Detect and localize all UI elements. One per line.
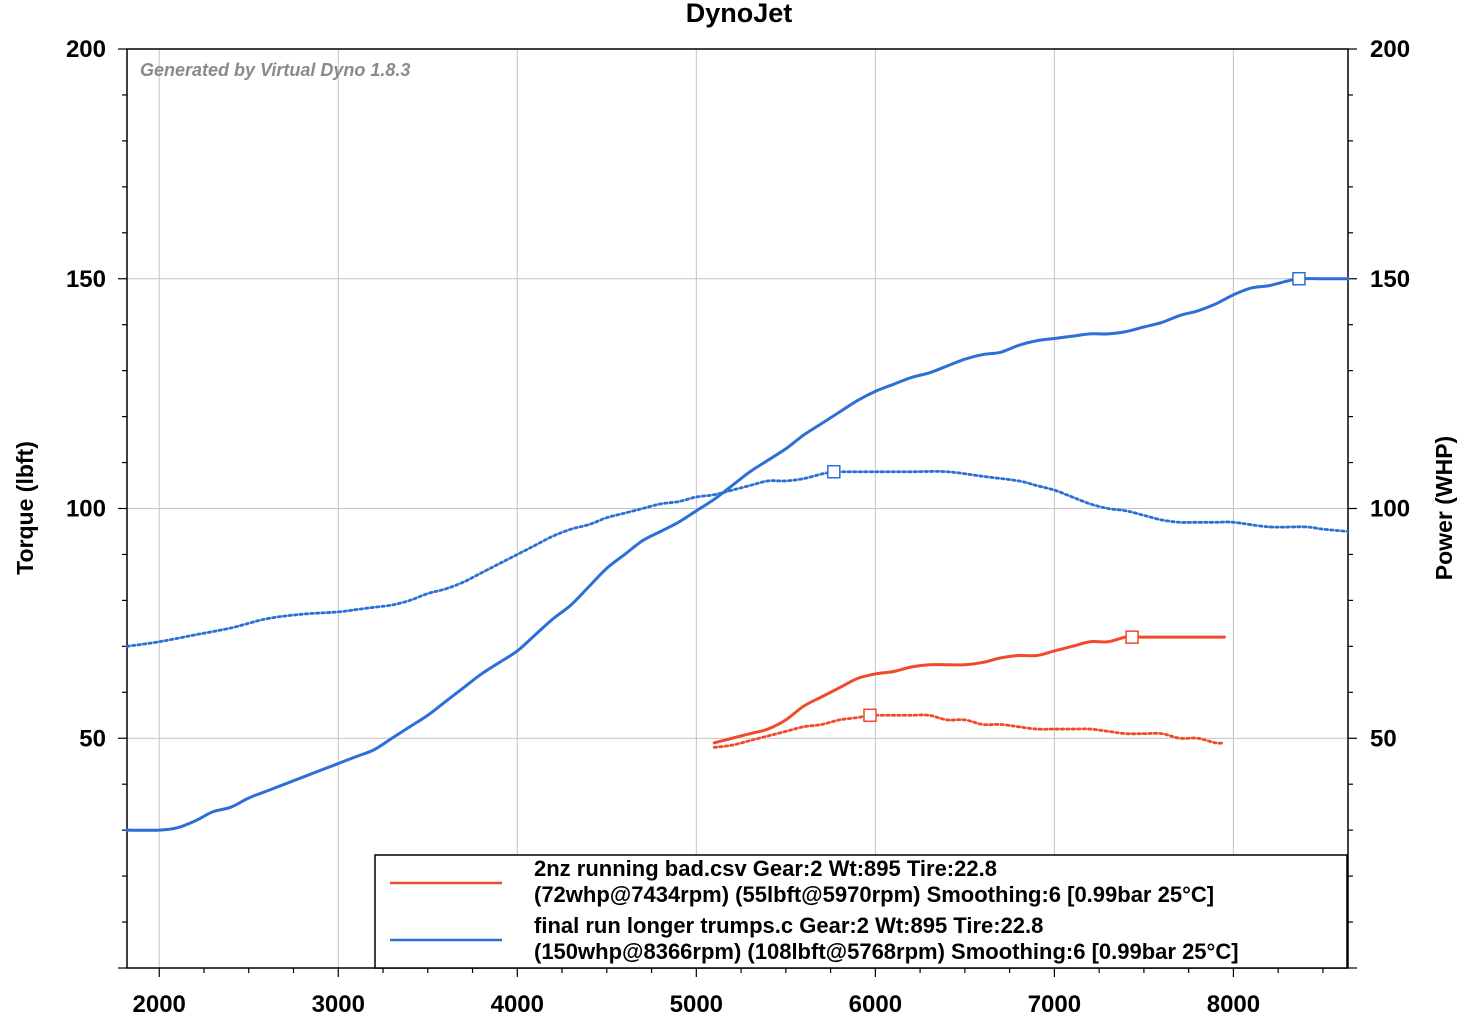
x-tick-label-3000: 3000 xyxy=(312,991,365,1018)
series-layer xyxy=(125,272,1350,832)
y-tick-label-left-100: 100 xyxy=(66,496,106,523)
x-tick-label-6000: 6000 xyxy=(849,991,902,1018)
x-tick-label-2000: 2000 xyxy=(133,991,186,1018)
y-tick-labels-right: 50 100 150 200 xyxy=(1370,36,1410,752)
x-tick-label-8000: 8000 xyxy=(1207,991,1260,1018)
y-tick-label-right-150: 150 xyxy=(1370,266,1410,293)
legend-entry-red-line1: 2nz running bad.csv Gear:2 Wt:895 Tire:2… xyxy=(534,856,997,881)
legend: 2nz running bad.csv Gear:2 Wt:895 Tire:2… xyxy=(374,854,1348,969)
chart-title: DynoJet xyxy=(686,0,793,28)
watermark: Generated by Virtual Dyno 1.8.3 xyxy=(140,60,410,80)
grid-lines xyxy=(127,48,1348,968)
y-tick-label-right-200: 200 xyxy=(1370,36,1410,63)
series-blue-power-line xyxy=(125,277,1350,832)
y-axis-label-left: Torque (lbft) xyxy=(12,441,38,575)
series-blue-torque-peak-marker xyxy=(827,464,841,479)
legend-entry-blue-line2: (150whp@8366rpm) (108lbft@5768rpm) Smoot… xyxy=(534,939,1239,964)
series-red-power-peak-marker xyxy=(1125,630,1139,644)
y-tick-label-left-200: 200 xyxy=(66,36,106,63)
x-tick-labels: 2000 3000 4000 5000 6000 7000 8000 xyxy=(133,991,1261,1018)
x-tick-label-7000: 7000 xyxy=(1028,991,1081,1018)
x-tick-label-4000: 4000 xyxy=(491,991,544,1018)
series-red-power-line xyxy=(712,635,1226,745)
series-red-torque-peak-marker xyxy=(863,708,877,723)
minor-ticks xyxy=(118,48,1357,977)
y-axis-label-right: Power (WHP) xyxy=(1431,436,1457,580)
series-red-torque-line xyxy=(712,713,1226,749)
y-tick-labels-left: 50 100 150 200 xyxy=(66,36,106,752)
y-tick-label-left-50: 50 xyxy=(79,725,106,752)
y-tick-label-right-50: 50 xyxy=(1370,725,1397,752)
y-tick-label-left-150: 150 xyxy=(66,266,106,293)
series-blue-torque-line xyxy=(125,470,1350,648)
series-blue-power-peak-marker xyxy=(1292,272,1306,286)
legend-box xyxy=(374,854,1348,969)
y-tick-label-right-100: 100 xyxy=(1370,496,1410,523)
x-tick-label-5000: 5000 xyxy=(670,991,723,1018)
legend-entry-red-line2: (72whp@7434rpm) (55lbft@5970rpm) Smoothi… xyxy=(534,882,1214,907)
legend-entry-blue-line1: final run longer trumps.c Gear:2 Wt:895 … xyxy=(534,913,1043,938)
